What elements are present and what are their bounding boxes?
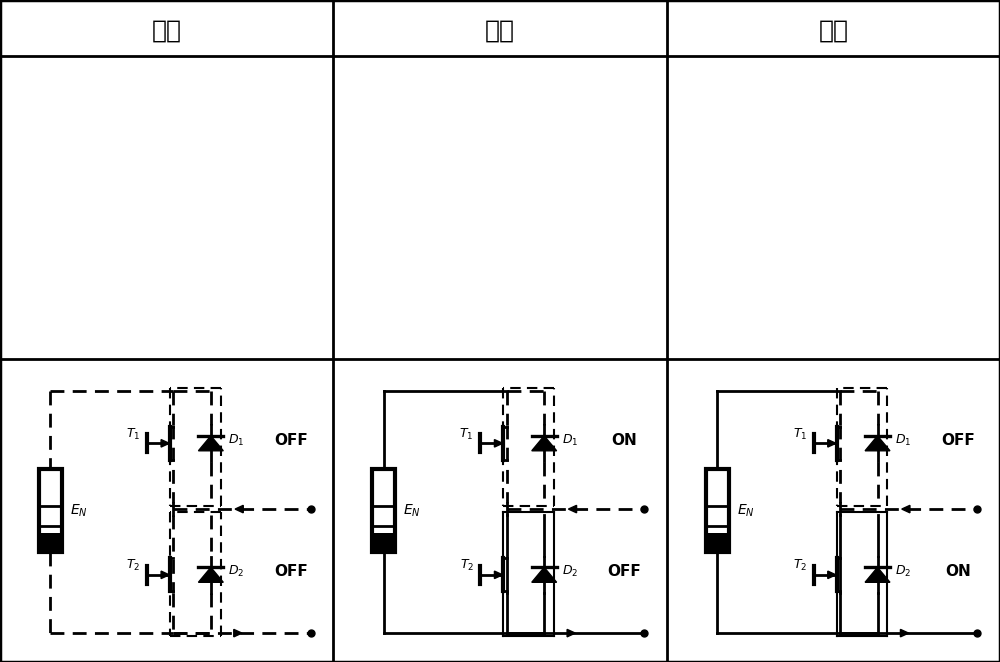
Text: $D_1$: $D_1$ bbox=[228, 433, 245, 448]
Bar bbox=[374, 533, 394, 551]
Bar bbox=[39, 469, 62, 552]
Polygon shape bbox=[234, 630, 242, 637]
Text: $T_2$: $T_2$ bbox=[126, 558, 140, 573]
Polygon shape bbox=[900, 630, 909, 637]
Polygon shape bbox=[494, 440, 503, 447]
Text: OFF: OFF bbox=[941, 433, 975, 448]
Text: $D_2$: $D_2$ bbox=[895, 564, 911, 579]
Polygon shape bbox=[532, 436, 557, 451]
Text: $T_1$: $T_1$ bbox=[126, 427, 140, 442]
Polygon shape bbox=[567, 630, 575, 637]
Text: $E_N$: $E_N$ bbox=[403, 502, 421, 519]
Text: ON: ON bbox=[612, 433, 637, 448]
Bar bbox=[40, 533, 61, 551]
Polygon shape bbox=[198, 567, 223, 583]
Polygon shape bbox=[865, 436, 890, 451]
Text: OFF: OFF bbox=[608, 564, 641, 579]
Text: OFF: OFF bbox=[274, 433, 308, 448]
Text: OFF: OFF bbox=[274, 564, 308, 579]
Text: ON: ON bbox=[945, 564, 971, 579]
Polygon shape bbox=[828, 440, 836, 447]
Text: 旁路: 旁路 bbox=[818, 19, 848, 42]
Text: $D_2$: $D_2$ bbox=[562, 564, 578, 579]
Text: $T_1$: $T_1$ bbox=[459, 427, 474, 442]
Polygon shape bbox=[828, 571, 836, 579]
Polygon shape bbox=[161, 571, 169, 579]
Polygon shape bbox=[161, 440, 169, 447]
Text: $T_2$: $T_2$ bbox=[793, 558, 807, 573]
Text: $D_2$: $D_2$ bbox=[228, 564, 244, 579]
Polygon shape bbox=[494, 571, 503, 579]
Polygon shape bbox=[235, 505, 243, 513]
Text: $T_1$: $T_1$ bbox=[793, 427, 807, 442]
Text: $D_1$: $D_1$ bbox=[895, 433, 911, 448]
Bar bbox=[706, 469, 729, 552]
Text: $T_2$: $T_2$ bbox=[460, 558, 474, 573]
Polygon shape bbox=[902, 505, 910, 513]
Polygon shape bbox=[198, 436, 223, 451]
Text: 闭锁: 闭锁 bbox=[152, 19, 182, 42]
Bar bbox=[707, 533, 727, 551]
Bar bbox=[372, 469, 395, 552]
Text: $E_N$: $E_N$ bbox=[70, 502, 88, 519]
Polygon shape bbox=[532, 567, 557, 583]
Text: $D_1$: $D_1$ bbox=[562, 433, 578, 448]
Polygon shape bbox=[865, 567, 890, 583]
Polygon shape bbox=[568, 505, 577, 513]
Text: $E_N$: $E_N$ bbox=[737, 502, 755, 519]
Text: 投入: 投入 bbox=[485, 19, 515, 42]
